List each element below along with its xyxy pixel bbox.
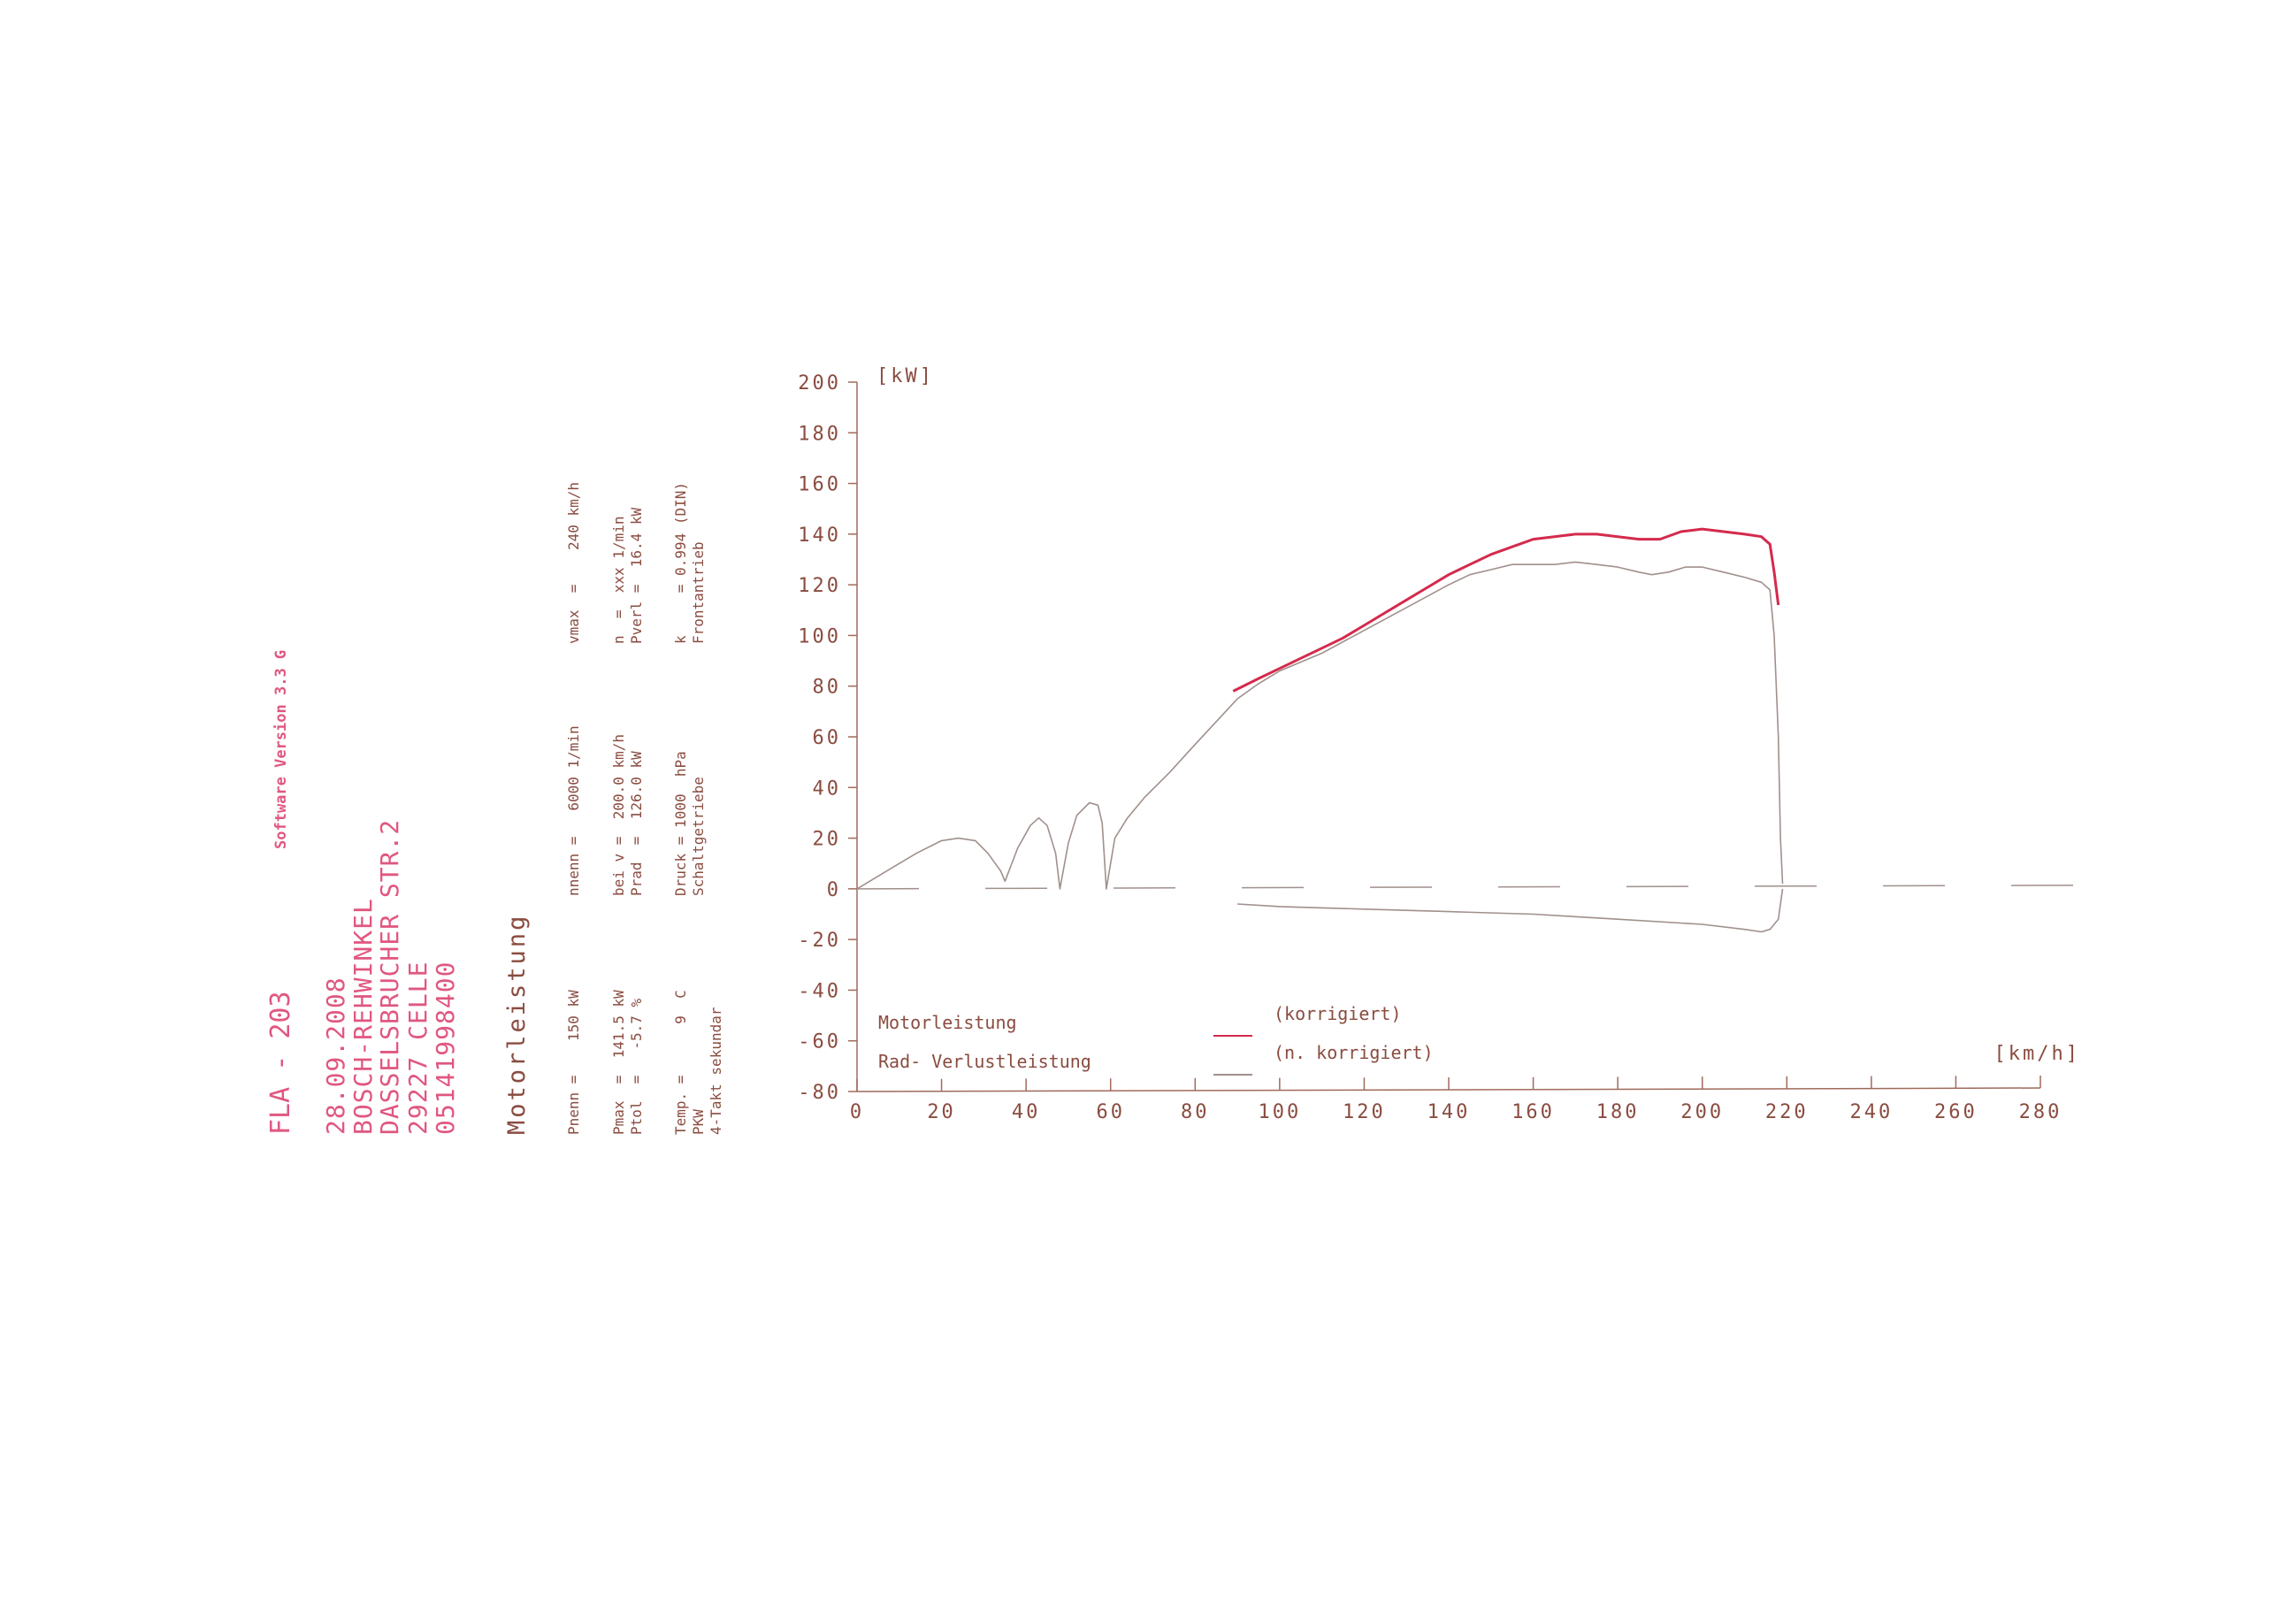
x-axis-label: [km/h] <box>1994 1043 2080 1065</box>
x-tick-label: 160 <box>1512 1101 1555 1123</box>
legend-label-wheel: Rad- Verlustleistung <box>878 1051 1091 1072</box>
y-axis-label: [kW] <box>876 365 934 387</box>
y-tick-label: 140 <box>798 525 841 547</box>
x-tick-label: 200 <box>1680 1101 1724 1123</box>
x-tick-label: 220 <box>1765 1101 1809 1123</box>
y-tick-label: 80 <box>813 677 842 699</box>
y-tick-label: 160 <box>798 474 841 496</box>
y-tick-label: 180 <box>798 423 841 445</box>
zero-line <box>856 885 2077 890</box>
y-tick-label: 120 <box>798 575 841 597</box>
x-tick-label: 120 <box>1343 1101 1386 1123</box>
y-tick-label: 0 <box>827 879 841 901</box>
x-tick-label: 80 <box>1181 1101 1210 1123</box>
legend-note-wheel: (n. korrigiert) <box>1274 1042 1434 1063</box>
x-tick-label: 20 <box>927 1101 956 1123</box>
y-tick-label: 60 <box>813 727 842 749</box>
y-tick-label: 40 <box>813 778 842 800</box>
y-tick-label: 20 <box>813 829 842 851</box>
x-tick-label: 180 <box>1596 1101 1640 1123</box>
y-tick-label: -40 <box>798 980 841 1002</box>
x-tick-label: 260 <box>1934 1101 1978 1123</box>
y-tick-label: -20 <box>798 930 841 952</box>
x-tick-label: 100 <box>1258 1101 1301 1123</box>
x-tick-label: 140 <box>1427 1101 1471 1123</box>
series-line-wheel <box>856 561 1784 890</box>
x-tick-label: 0 <box>850 1101 864 1123</box>
y-tick-label: -60 <box>798 1031 841 1053</box>
x-tick-label: 40 <box>1012 1101 1041 1123</box>
legend-note-motor: (korrigiert) <box>1274 1003 1402 1024</box>
legend-label-motor: Motorleistung <box>878 1012 1017 1033</box>
x-tick-label: 280 <box>2019 1101 2063 1123</box>
y-tick-label: 200 <box>798 372 841 395</box>
series-line-loss <box>1237 888 1784 933</box>
x-tick-label: 240 <box>1849 1101 1893 1123</box>
series-line-motor <box>1232 527 1780 693</box>
y-tick-label: -80 <box>798 1082 841 1104</box>
y-tick-label: 100 <box>798 625 841 647</box>
x-tick-label: 60 <box>1096 1101 1125 1123</box>
